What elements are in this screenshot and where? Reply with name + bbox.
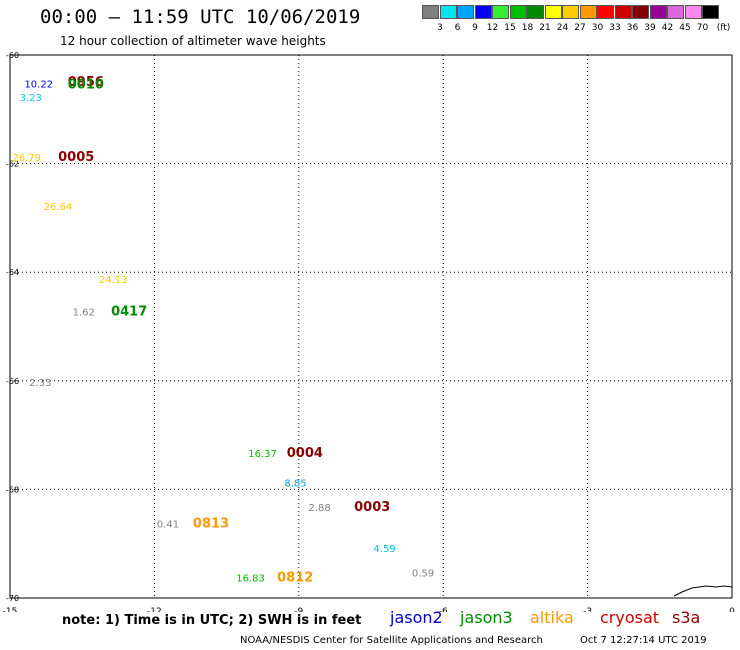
legend-label: 36 [626, 23, 639, 33]
legend-label: 42 [661, 23, 674, 33]
page-subtitle: 12 hour collection of altimeter wave hei… [60, 34, 326, 48]
legend-swatch [492, 5, 509, 19]
wave-height-label: 2.33 [29, 378, 51, 389]
lon-tick-label: -9 [294, 607, 303, 612]
legend-swatch [667, 5, 684, 19]
legend-label: 33 [609, 23, 621, 33]
legend-label: 39 [644, 23, 656, 33]
time-label: 0003 [354, 500, 390, 515]
lat-tick-label: -68 [6, 485, 19, 494]
legend-swatch [614, 5, 632, 19]
satellite-altika: altika [530, 608, 574, 627]
legend-label: 24 [556, 23, 569, 33]
legend-swatch [684, 5, 702, 19]
lon-tick-label: -15 [3, 607, 18, 612]
time-label: 0417 [111, 305, 147, 320]
legend-swatch [579, 5, 597, 19]
legend-swatch [422, 5, 439, 19]
legend-label: 18 [521, 23, 534, 33]
wave-height-label: 3.23 [20, 93, 42, 104]
wave-height-label: 1.62 [73, 308, 95, 319]
legend-swatch [597, 5, 614, 19]
wave-height-label: 4.59 [373, 544, 395, 555]
wave-height-label: 0.41 [157, 519, 179, 530]
wave-height-label: 26.64 [44, 202, 73, 213]
credit-text: NOAA/NESDIS Center for Satellite Applica… [240, 635, 543, 646]
legend-label: 3 [437, 23, 443, 33]
footer-note: note: 1) Time is in UTC; 2) SWH is in fe… [62, 613, 362, 628]
lat-tick-label: -62 [6, 160, 19, 169]
lon-tick-label: 0 [729, 607, 735, 612]
legend-swatch [439, 5, 457, 19]
lat-tick-label: -60 [6, 51, 19, 60]
wave-height-label: 16.83 [236, 574, 265, 585]
legend-label: 27 [574, 23, 586, 33]
satellite-cryosat: cryosat [600, 608, 660, 627]
lon-tick-label: -6 [439, 607, 448, 612]
legend-label: 21 [539, 23, 551, 33]
time-label: 0004 [287, 446, 323, 461]
legend-swatch [702, 5, 719, 19]
legend-swatch [474, 5, 492, 19]
lon-tick-label: -3 [583, 607, 592, 612]
wave-height-label: 2.88 [308, 503, 330, 514]
legend-label: 45 [679, 23, 691, 33]
legend-swatch [649, 5, 667, 19]
page-title: 00:00 – 11:59 UTC 10/06/2019 [40, 6, 361, 28]
legend-swatch [562, 5, 579, 19]
legend-swatch [457, 5, 474, 19]
wave-height-label: 0.59 [412, 568, 434, 579]
wave-height-label: 26.79 [12, 153, 41, 164]
wave-height-map: -15 -12 -9 -6 -3 0 -60 -62 -64 -66 -68 -70 10.22 3.23… [3, 51, 735, 612]
time-label: 0005 [58, 150, 94, 165]
satellite-s3a: s3a [672, 608, 701, 627]
legend-unit: (ft) [716, 23, 731, 33]
legend-label: 15 [504, 23, 516, 33]
time-label: 0010 [68, 78, 104, 93]
wave-height-label: 24.13 [99, 275, 128, 286]
time-label: 0812 [277, 571, 313, 586]
wave-height-label: 8.85 [284, 479, 306, 490]
time-label: 0956 [68, 75, 104, 90]
legend-label: 30 [591, 23, 604, 33]
coastline [673, 585, 733, 597]
time-label: 0813 [193, 516, 229, 531]
satellite-jason3: jason3 [460, 608, 513, 627]
map-frame [9, 54, 733, 599]
legend-swatch [527, 5, 544, 19]
lon-tick-label: -12 [147, 607, 162, 612]
lat-tick-label: -64 [6, 268, 19, 277]
legend-swatch [632, 5, 649, 19]
satellite-jason2: jason2 [390, 608, 443, 627]
legend-label: 6 [454, 23, 461, 33]
legend-swatch [509, 5, 527, 19]
legend-label: 70 [696, 23, 709, 33]
lat-tick-label: -66 [6, 377, 19, 386]
legend-label: 12 [486, 23, 499, 33]
wave-height-label: 10.22 [24, 80, 53, 91]
legend-swatch [544, 5, 562, 19]
generation-timestamp: Oct 7 12:27:14 UTC 2019 [580, 635, 707, 646]
lat-tick-label: -70 [6, 594, 19, 603]
wave-height-label: 16.37 [248, 449, 277, 460]
legend-label: 9 [472, 23, 478, 33]
